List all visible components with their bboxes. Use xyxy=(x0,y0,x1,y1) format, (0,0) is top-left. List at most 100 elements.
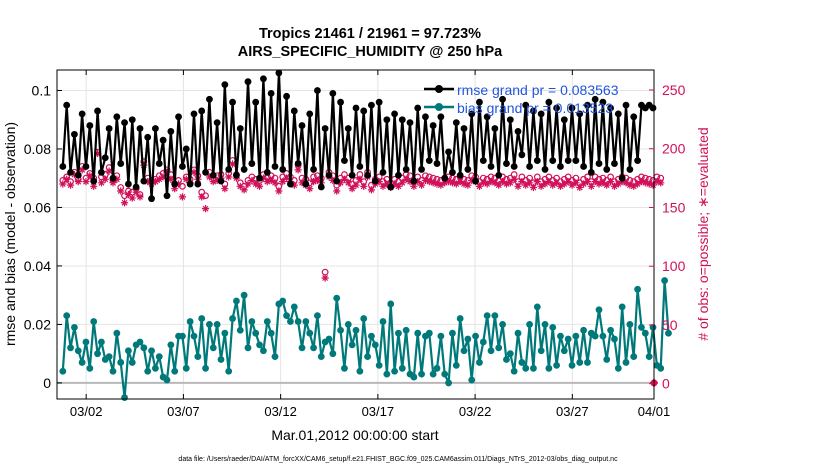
rmse-point xyxy=(464,166,472,173)
obs-evaluated-point xyxy=(367,186,376,194)
rmse-point xyxy=(140,177,148,185)
bias-point xyxy=(74,347,82,355)
rmse-point xyxy=(136,125,144,132)
rmse-point xyxy=(452,119,460,127)
obs-evaluated-point xyxy=(498,178,507,186)
y-tick-label: 0.1 xyxy=(32,82,52,98)
bias-point xyxy=(476,359,483,366)
bias-point xyxy=(152,364,159,372)
rmse-point xyxy=(302,180,310,188)
bias-point xyxy=(283,312,290,320)
bias-point xyxy=(240,291,248,299)
obs-evaluated-point xyxy=(198,193,206,201)
obs-evaluated-point xyxy=(144,178,152,186)
obs-evaluated-point xyxy=(587,182,595,190)
rmse-point xyxy=(159,136,167,144)
obs-evaluated-point xyxy=(356,175,364,183)
y-tick-label-right: 100 xyxy=(662,258,686,274)
bias-point xyxy=(537,347,545,355)
obs-evaluated-point xyxy=(552,179,561,187)
bias-point xyxy=(449,329,456,337)
obs-evaluated-point xyxy=(410,182,418,190)
bias-point xyxy=(661,277,669,284)
obs-evaluated-point xyxy=(282,174,291,182)
obs-evaluated-point xyxy=(128,194,136,202)
rmse-point xyxy=(580,163,587,170)
obs-evaluated-point xyxy=(394,182,403,190)
obs-evaluated-point xyxy=(464,181,472,189)
obs-evaluated-point xyxy=(113,175,121,183)
rmse-point xyxy=(460,125,468,132)
bias-point xyxy=(125,347,132,355)
rmse-point xyxy=(468,110,476,118)
rmse-point xyxy=(379,168,387,176)
legend: rmse grand pr = 0.083563 bias grand pr =… xyxy=(424,82,619,116)
obs-evaluated-point xyxy=(344,179,352,187)
obs-evaluated-point xyxy=(155,175,163,183)
obs-evaluated-point xyxy=(290,181,298,189)
obs-evaluated-point xyxy=(271,179,279,187)
rmse-point xyxy=(456,171,464,179)
obs-evaluated-point xyxy=(109,179,117,187)
obs-evaluated-point xyxy=(657,179,665,187)
y-axis-label: rmse and bias (model - observation) xyxy=(2,122,18,346)
bias-point xyxy=(518,359,526,366)
rmse-point xyxy=(271,163,279,170)
rmse-point xyxy=(290,107,298,115)
obs-evaluated-point xyxy=(487,178,495,186)
obs-evaluated-point xyxy=(626,181,634,189)
bias-point xyxy=(294,318,302,325)
bias-point xyxy=(78,359,86,366)
rmse-point xyxy=(217,177,225,185)
rmse-point xyxy=(383,116,391,124)
y-tick-label: 0.08 xyxy=(24,141,51,157)
rmse-point xyxy=(148,195,155,203)
rmse-point xyxy=(514,128,522,135)
bias-point xyxy=(533,303,541,311)
obs-evaluated-point xyxy=(321,274,329,282)
rmse-point xyxy=(132,183,140,191)
bias-point xyxy=(317,353,325,360)
rmse-point xyxy=(398,116,406,124)
bias-point xyxy=(182,364,190,372)
bias-point xyxy=(584,359,591,366)
obs-evaluated-point xyxy=(255,182,264,190)
bias-point xyxy=(530,364,537,372)
bias-point xyxy=(341,364,348,372)
bias-point xyxy=(271,353,279,360)
rmse-point xyxy=(614,110,622,118)
rmse-point xyxy=(248,160,256,167)
rmse-point xyxy=(560,116,568,124)
bias-point xyxy=(167,341,175,349)
obs-evaluated-point xyxy=(518,178,526,186)
bias-point xyxy=(333,294,341,302)
obs-evaluated-point xyxy=(514,182,522,190)
bias-point xyxy=(665,329,672,337)
rmse-point xyxy=(576,110,584,118)
obs-evaluated-point xyxy=(579,180,588,188)
obs-evaluated-point xyxy=(171,185,179,193)
rmse-point xyxy=(568,104,576,112)
rmse-point xyxy=(533,157,541,165)
obs-evaluated-point xyxy=(533,178,541,186)
obs-evaluated-point xyxy=(375,178,383,186)
obs-evaluated-point xyxy=(252,180,260,188)
bias-point xyxy=(198,315,206,322)
obs-evaluated-point xyxy=(329,176,337,185)
bias-point xyxy=(121,394,128,401)
rmse-point xyxy=(267,89,275,97)
obs-evaluated-point xyxy=(174,180,183,188)
rmse-point xyxy=(371,177,379,185)
rmse-point xyxy=(348,171,356,179)
bias-point xyxy=(179,332,186,340)
obs-evaluated-point xyxy=(425,178,433,186)
obs-evaluated-point xyxy=(468,176,476,185)
rmse-point xyxy=(186,180,194,188)
obs-evaluated-point xyxy=(225,173,233,181)
bias-point xyxy=(163,376,171,384)
bias-point xyxy=(611,335,618,343)
obs-evaluated-point xyxy=(630,182,638,190)
obs-evaluated-point xyxy=(610,182,619,190)
bias-point xyxy=(263,318,271,325)
y-axis-label-right: # of obs: o=possible; ∗=evaluated xyxy=(695,127,711,340)
